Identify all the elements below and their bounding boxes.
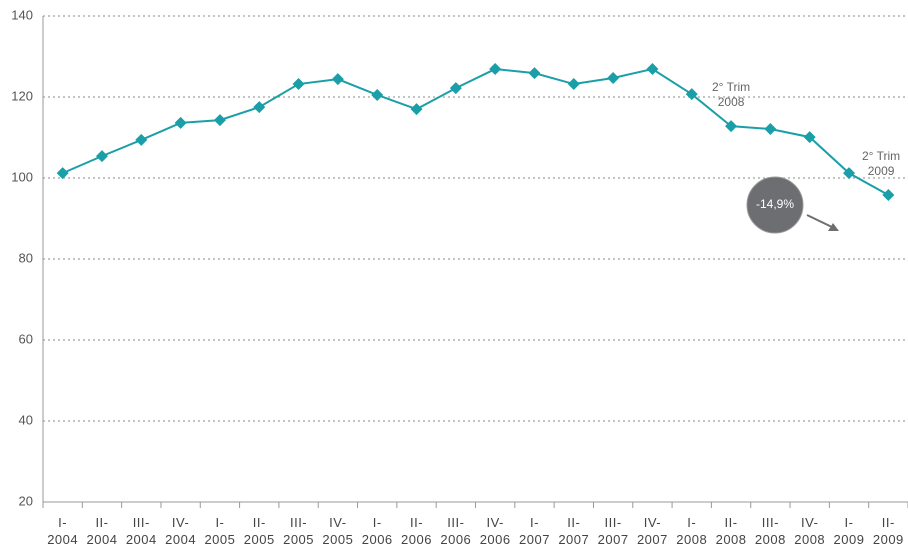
y-tick-label: 60 — [19, 331, 33, 346]
x-tick-label: IV- 2004 — [165, 515, 197, 547]
marker — [685, 88, 698, 101]
callout-arrowhead — [828, 223, 839, 231]
marker — [213, 114, 226, 127]
x-tick-label: II- 2008 — [715, 515, 747, 547]
y-tick-label: 100 — [11, 169, 33, 184]
marker — [371, 88, 384, 101]
y-tick-label: 40 — [19, 412, 33, 427]
marker — [292, 78, 305, 91]
marker — [843, 167, 856, 180]
callout-label: -14,9% — [756, 197, 794, 211]
x-tick-label: IV- 2008 — [794, 515, 826, 547]
marker — [410, 103, 423, 116]
x-tick-label: I- 2008 — [676, 515, 708, 547]
x-tick-label: III- 2006 — [440, 515, 472, 547]
x-tick-label: I- 2007 — [519, 515, 550, 547]
marker — [882, 189, 895, 202]
annotation: 2° Trim 2009 — [862, 149, 901, 178]
x-tick-label: I- 2006 — [361, 515, 393, 547]
marker — [135, 133, 148, 146]
x-tick-label: II- 2009 — [872, 515, 904, 547]
marker — [174, 116, 187, 129]
x-tick-label: III- 2007 — [597, 515, 629, 547]
y-tick-label: 140 — [11, 7, 33, 22]
y-tick-label: 120 — [11, 88, 33, 103]
marker — [331, 73, 344, 86]
marker — [253, 101, 266, 114]
x-tick-label: IV- 2007 — [636, 515, 668, 547]
marker — [764, 122, 777, 135]
x-tick-label: III- 2004 — [125, 515, 157, 547]
x-tick-label: II- 2007 — [558, 515, 590, 547]
x-tick-label: I- 2004 — [47, 515, 79, 547]
annotation: 2° Trim 2008 — [712, 80, 751, 109]
marker — [803, 131, 816, 144]
marker — [528, 67, 541, 80]
x-tick-label: III- 2008 — [754, 515, 786, 547]
x-tick-label: I- 2009 — [833, 515, 865, 547]
marker — [56, 167, 69, 180]
x-tick-label: III- 2005 — [283, 515, 315, 547]
y-tick-label: 20 — [19, 493, 33, 508]
callout-arrow — [806, 214, 835, 229]
marker — [95, 150, 108, 163]
x-tick-label: I- 2005 — [204, 515, 236, 547]
callout-bubble — [746, 176, 804, 234]
y-tick-label: 80 — [19, 250, 33, 265]
marker — [449, 82, 462, 95]
marker — [489, 63, 502, 76]
x-tick-label: IV- 2005 — [322, 515, 354, 547]
line — [62, 67, 889, 196]
x-tick-label: II- 2004 — [86, 515, 118, 547]
x-tick-label: II- 2005 — [243, 515, 275, 547]
marker — [607, 71, 620, 84]
plot: 20 40 60 80 100 120 140 — [11, 7, 908, 508]
marker — [725, 120, 738, 133]
x-tick-label: II- 2006 — [401, 515, 432, 547]
x-tick-label: IV- 2006 — [479, 515, 511, 547]
marker — [646, 63, 659, 76]
marker — [567, 78, 580, 91]
